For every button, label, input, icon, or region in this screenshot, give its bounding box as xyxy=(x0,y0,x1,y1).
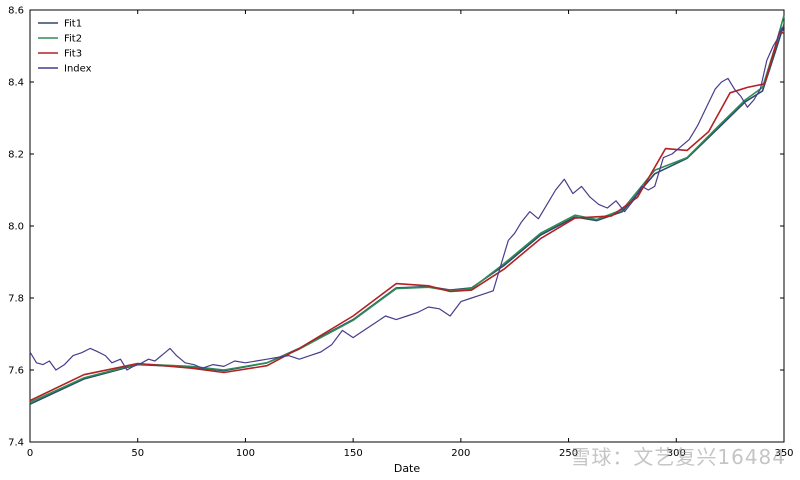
y-tick-label: 8.0 xyxy=(8,222,24,233)
x-tick-label: 100 xyxy=(236,448,255,459)
x-tick-label: 50 xyxy=(131,448,144,459)
series-line-fit3 xyxy=(29,30,785,402)
legend-label-fit1: Fit1 xyxy=(64,19,82,30)
series-line-index xyxy=(29,27,785,371)
y-tick-label: 8.4 xyxy=(8,78,24,89)
x-tick-label: 150 xyxy=(344,448,363,459)
x-tick-label: 200 xyxy=(451,448,470,459)
x-tick-label: 300 xyxy=(667,448,686,459)
x-tick-label: 350 xyxy=(774,448,793,459)
legend-label-fit2: Fit2 xyxy=(64,34,82,45)
y-tick-label: 8.6 xyxy=(8,6,24,17)
x-axis-title: Date xyxy=(394,462,421,475)
y-tick-label: 7.8 xyxy=(8,294,24,305)
y-tick-label: 8.2 xyxy=(8,150,24,161)
y-tick-label: 7.6 xyxy=(8,366,24,377)
legend-label-index: Index xyxy=(64,64,92,75)
watermark-text: 雪球：文艺复兴16484 xyxy=(570,445,786,469)
ticks-layer: 0 50 100 150 200 250 300 350 7.4 7.6 7.8 8.0 8.2 8.4 8… xyxy=(8,6,793,460)
series-layer xyxy=(29,15,785,405)
x-tick-label: 0 xyxy=(27,448,33,459)
legend: Fit1 Fit2 Fit3 Index xyxy=(38,19,92,75)
x-tick-label: 250 xyxy=(559,448,578,459)
series-line-fit2 xyxy=(29,15,785,404)
legend-label-fit3: Fit3 xyxy=(64,49,82,60)
y-tick-label: 7.4 xyxy=(8,438,24,449)
plot-area xyxy=(29,9,785,443)
